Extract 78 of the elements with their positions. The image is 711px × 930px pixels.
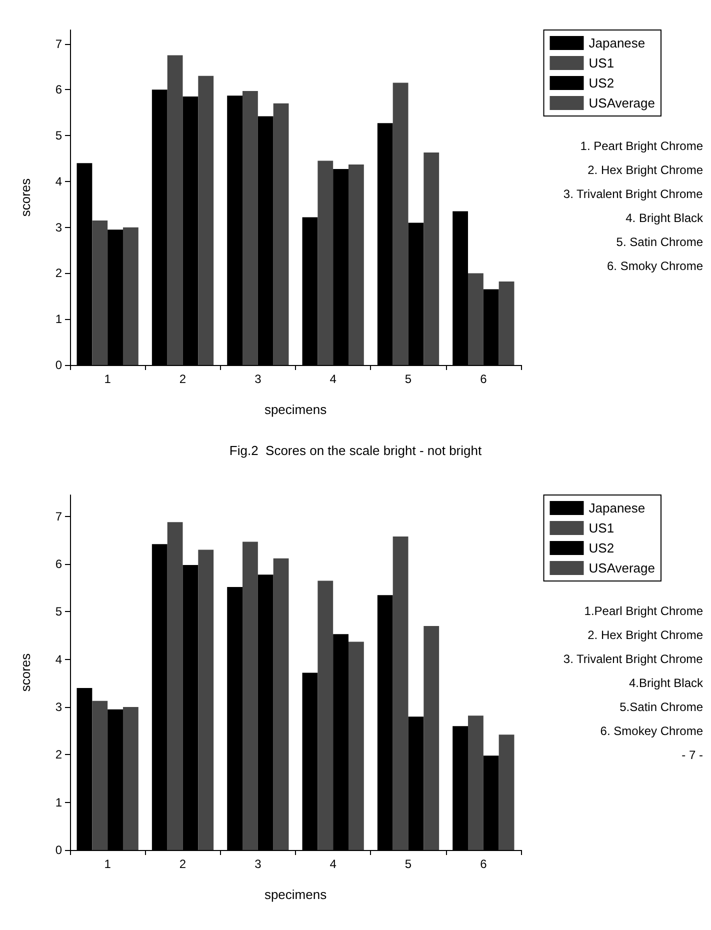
text: 4. Bright Black xyxy=(626,211,704,225)
x-tick-label: 4 xyxy=(330,372,337,386)
x-axis-title: specimens xyxy=(264,887,328,902)
legend-label: US1 xyxy=(588,56,614,70)
legend-label: USAverage xyxy=(588,560,656,576)
bar xyxy=(273,103,289,365)
bar xyxy=(348,164,364,365)
x-tick-label: 1 xyxy=(104,857,112,871)
y-tick-label: 4 xyxy=(55,174,62,188)
text: 1.Pearl Bright Chrome xyxy=(584,604,704,618)
text: 2. Hex Bright Chrome xyxy=(588,163,704,177)
bar xyxy=(242,542,258,850)
legend-label: US2 xyxy=(588,540,614,556)
y-tick-label: 5 xyxy=(55,604,62,619)
x-tick-label: 3 xyxy=(254,857,262,871)
bar xyxy=(468,716,484,850)
bar xyxy=(198,76,214,365)
x-tick-label: 3 xyxy=(254,372,262,386)
text: 2. Hex Bright Chrome xyxy=(588,628,704,642)
bar xyxy=(468,273,484,365)
legend-label: Japanese xyxy=(588,500,646,516)
y-tick-label: 5 xyxy=(55,128,62,143)
y-tick-label: 7 xyxy=(55,36,62,51)
x-tick-label: 6 xyxy=(480,372,488,386)
text: 3. Trivalent Bright Chrome xyxy=(563,187,704,201)
bar xyxy=(167,55,183,365)
y-tick-label: 4 xyxy=(55,652,62,666)
y-tick-label: 3 xyxy=(55,220,62,234)
x-tick-label: 5 xyxy=(404,857,412,871)
y-tick-label: 6 xyxy=(55,82,62,97)
bar xyxy=(424,626,440,850)
text: 3. Trivalent Bright Chrome xyxy=(563,652,704,666)
y-tick-label: 0 xyxy=(55,843,62,857)
x-tick-label: 2 xyxy=(179,372,186,386)
bar xyxy=(167,522,183,850)
y-tick-label: 0 xyxy=(55,358,62,372)
bar xyxy=(122,227,138,365)
y-axis-title: scores xyxy=(18,652,33,692)
text: - 7 - xyxy=(682,748,704,762)
bar xyxy=(273,558,289,850)
bar xyxy=(198,550,214,850)
legend-label: US1 xyxy=(588,520,614,536)
y-tick-label: 2 xyxy=(55,748,62,762)
bar xyxy=(318,160,334,365)
x-tick-label: 2 xyxy=(179,857,186,871)
bar xyxy=(392,82,408,365)
x-tick-label: 5 xyxy=(404,372,412,386)
x-tick-label: 4 xyxy=(330,857,337,871)
bar xyxy=(392,536,408,850)
bar xyxy=(92,700,108,850)
legend-label: USAverage xyxy=(588,96,656,110)
legend-label: US2 xyxy=(588,76,614,90)
text: Fig.2 Scores on the scale bright - not bright xyxy=(229,443,482,458)
text: 5.Satin Chrome xyxy=(620,700,704,714)
bar xyxy=(498,281,514,365)
legend-label: Japanese xyxy=(588,36,646,50)
y-tick-label: 1 xyxy=(55,312,62,326)
text: 6. Smokey Chrome xyxy=(600,724,704,738)
y-tick-label: 2 xyxy=(55,266,62,280)
y-tick-label: 3 xyxy=(55,700,62,714)
x-axis-title: specimens xyxy=(264,402,328,417)
y-tick-label: 7 xyxy=(55,509,62,524)
y-tick-label: 1 xyxy=(55,795,62,810)
y-axis-title: scores xyxy=(18,178,33,217)
y-tick-label: 6 xyxy=(55,557,62,572)
bar xyxy=(424,152,440,365)
x-tick-label: 6 xyxy=(480,857,488,871)
bar xyxy=(92,220,108,365)
bar xyxy=(318,580,334,850)
x-tick-label: 1 xyxy=(104,372,112,386)
text: 1. Peart Bright Chrome xyxy=(580,139,704,153)
bar xyxy=(348,642,364,850)
text: 4.Bright Black xyxy=(628,676,704,690)
bar xyxy=(122,707,138,850)
text: 5. Satin Chrome xyxy=(616,235,704,249)
bar xyxy=(242,91,258,365)
bar xyxy=(498,734,514,850)
text: 6. Smoky Chrome xyxy=(606,259,704,273)
